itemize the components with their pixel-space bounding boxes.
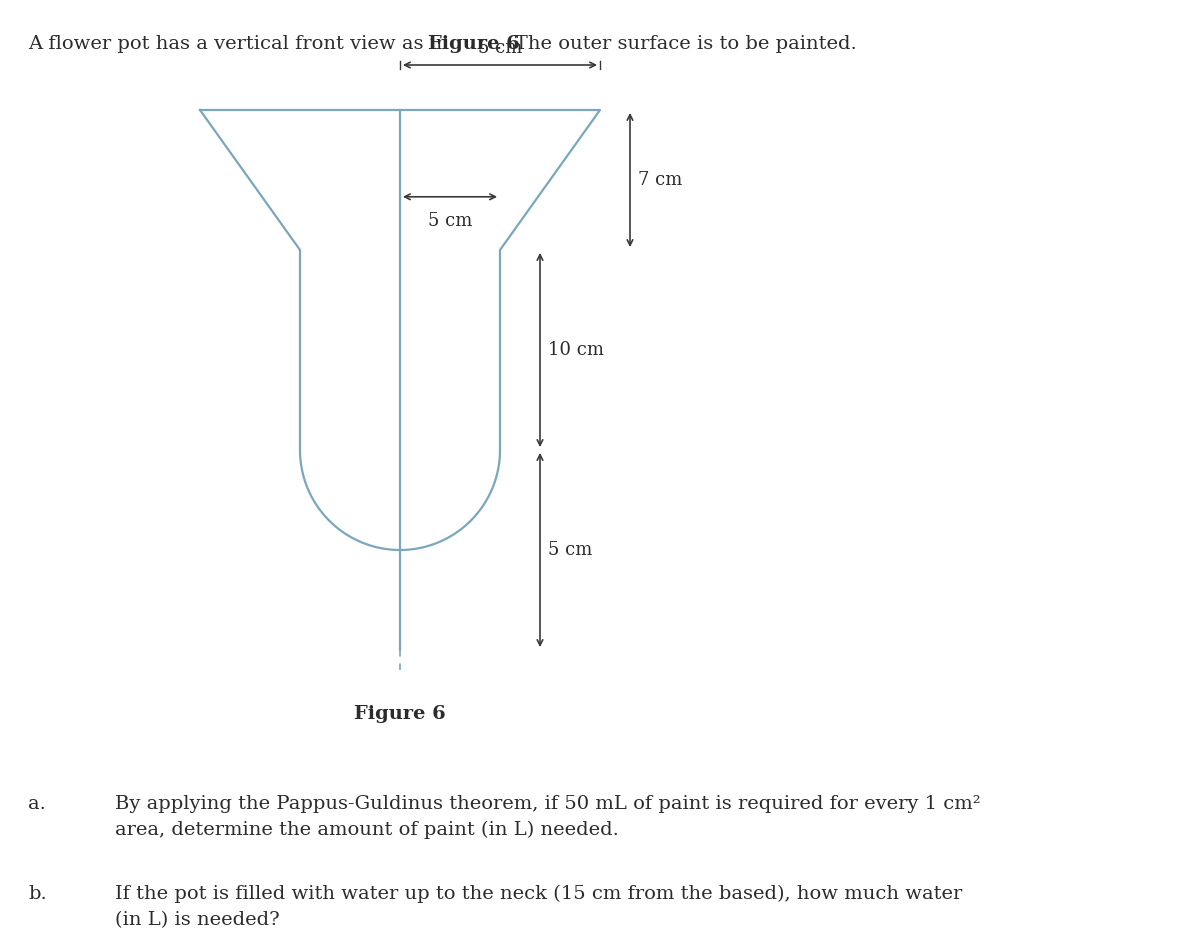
Text: 5 cm: 5 cm (478, 39, 522, 57)
Text: Figure 6: Figure 6 (428, 35, 520, 53)
Text: 10 cm: 10 cm (548, 341, 604, 359)
Text: b.: b. (28, 885, 47, 903)
Text: a.: a. (28, 795, 46, 813)
Text: .  The outer surface is to be painted.: . The outer surface is to be painted. (496, 35, 857, 53)
Text: 5 cm: 5 cm (548, 541, 593, 559)
Text: 7 cm: 7 cm (638, 171, 683, 189)
Text: 5 cm: 5 cm (428, 211, 472, 229)
Text: If the pot is filled with water up to the neck (15 cm from the based), how much : If the pot is filled with water up to th… (115, 885, 962, 903)
Text: Figure 6: Figure 6 (354, 705, 446, 723)
Text: (in L) is needed?: (in L) is needed? (115, 911, 280, 929)
Text: area, determine the amount of paint (in L) needed.: area, determine the amount of paint (in … (115, 821, 619, 839)
Text: A flower pot has a vertical front view as in: A flower pot has a vertical front view a… (28, 35, 455, 53)
Text: By applying the Pappus-Guldinus theorem, if 50 mL of paint is required for every: By applying the Pappus-Guldinus theorem,… (115, 795, 980, 813)
